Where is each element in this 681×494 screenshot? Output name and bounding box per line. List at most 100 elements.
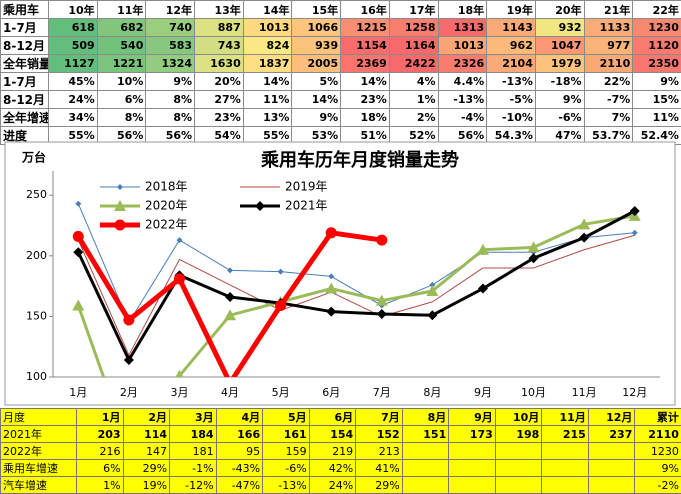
table-cell: 198 (495, 426, 542, 443)
table-cell: 11年 (97, 1, 146, 19)
legend-label: 2021年 (285, 199, 328, 213)
table-cell: 42% (309, 460, 356, 477)
table-cell: 21年 (584, 1, 633, 19)
table-cell: 932 (535, 19, 584, 37)
marker (174, 273, 185, 284)
table-cell: 166 (216, 426, 263, 443)
table-cell: 219 (309, 443, 356, 460)
table-cell (542, 477, 589, 494)
table-cell: 29% (356, 477, 403, 494)
x-tick-label: 8月 (423, 386, 441, 399)
table-cell: 2021年 (1, 426, 77, 443)
table-cell: 3月 (170, 409, 217, 426)
marker (275, 300, 286, 311)
table-cell: -13% (263, 477, 310, 494)
legend-label: 2020年 (145, 199, 188, 213)
table-cell: -6% (535, 109, 584, 127)
table-cell (495, 443, 542, 460)
legend-label: 2019年 (285, 180, 328, 194)
table-cell: 34% (49, 109, 98, 127)
table-cell: 1324 (146, 55, 195, 73)
table-cell: 1066 (292, 19, 341, 37)
table-cell: -18% (535, 73, 584, 91)
table-cell: 1979 (535, 55, 584, 73)
table-cell: 16年 (341, 1, 390, 19)
marker (123, 315, 134, 326)
table-cell: 1013 (243, 19, 292, 37)
table-cell (449, 460, 496, 477)
table-cell: 2% (389, 109, 438, 127)
x-tick-label: 9月 (474, 386, 492, 399)
table-cell: 1133 (584, 19, 633, 37)
table-cell: 203 (77, 426, 124, 443)
table-cell: 181 (170, 443, 217, 460)
table-cell (588, 460, 635, 477)
table-cell: 1230 (635, 443, 681, 460)
table-cell: 215 (542, 426, 589, 443)
table-cell: 9月 (449, 409, 496, 426)
table-cell: 20% (195, 73, 244, 91)
x-tick-label: 5月 (272, 386, 290, 399)
table-cell: 23% (195, 109, 244, 127)
table-cell: 14% (341, 73, 390, 91)
table-cell: 887 (195, 19, 244, 37)
table-cell: 9% (633, 73, 681, 91)
table-cell: 2110 (584, 55, 633, 73)
table-cell: 6月 (309, 409, 356, 426)
table-cell: 1215 (341, 19, 390, 37)
table-cell: 152 (356, 426, 403, 443)
table-cell: 1120 (633, 37, 681, 55)
table-cell: 8-12月 (1, 37, 49, 55)
table-cell: 45% (49, 73, 98, 91)
y-tick-label: 100 (26, 370, 47, 383)
table-cell: 824 (243, 37, 292, 55)
table-cell: 24% (49, 91, 98, 109)
table-cell: -6% (263, 460, 310, 477)
table-cell: 583 (146, 37, 195, 55)
table-cell: 2022年 (1, 443, 77, 460)
table-cell: 9% (635, 460, 681, 477)
table-cell: 1-7月 (1, 73, 49, 91)
y-tick-label: 250 (26, 188, 47, 201)
table-cell: 151 (402, 426, 449, 443)
table-cell: -43% (216, 460, 263, 477)
table-cell: 184 (170, 426, 217, 443)
table-cell: -13% (438, 91, 487, 109)
table-cell: 10月 (495, 409, 542, 426)
table-cell: 2422 (389, 55, 438, 73)
table-cell: 1258 (389, 19, 438, 37)
table-cell: 2104 (487, 55, 536, 73)
table-cell: 1-7月 (1, 19, 49, 37)
table-cell: 27% (195, 91, 244, 109)
table-cell: 9% (292, 109, 341, 127)
table-cell (542, 460, 589, 477)
table-cell: 237 (588, 426, 635, 443)
table-cell: 147 (123, 443, 170, 460)
legend-label: 2018年 (145, 180, 188, 194)
table-cell: 19年 (487, 1, 536, 19)
table-cell: -47% (216, 477, 263, 494)
table-cell: -1% (170, 460, 217, 477)
table-cell: 95 (216, 443, 263, 460)
table-cell: 1221 (97, 55, 146, 73)
table-cell: 4月 (216, 409, 263, 426)
table-cell (402, 477, 449, 494)
table-cell (402, 460, 449, 477)
table-cell: 7月 (356, 409, 403, 426)
table-cell: 18% (341, 109, 390, 127)
table-cell: 22年 (633, 1, 681, 19)
legend-label: 2022年 (145, 218, 188, 232)
table-cell: 10年 (49, 1, 98, 19)
table-cell: 1月 (77, 409, 124, 426)
table-cell: 159 (263, 443, 310, 460)
table-cell: 4% (389, 73, 438, 91)
x-tick-label: 10月 (521, 386, 546, 399)
table-cell: 682 (97, 19, 146, 37)
